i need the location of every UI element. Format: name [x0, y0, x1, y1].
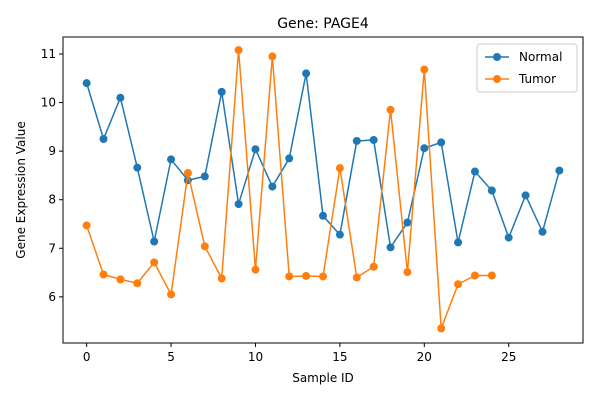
data-point-normal: [234, 200, 243, 209]
legend-marker-tumor: [493, 75, 501, 83]
data-point-tumor: [437, 324, 446, 333]
chart-title: Gene: PAGE4: [277, 16, 369, 32]
data-point-normal: [251, 145, 260, 154]
data-point-normal: [437, 138, 446, 147]
data-point-tumor: [319, 272, 327, 281]
data-point-tumor: [285, 272, 294, 281]
data-point-normal: [200, 172, 209, 181]
data-point-normal: [454, 238, 463, 247]
x-tick-label: 0: [83, 350, 91, 364]
data-point-normal: [487, 186, 496, 195]
data-point-normal: [403, 218, 412, 227]
data-point-normal: [352, 136, 361, 145]
data-point-tumor: [454, 280, 463, 289]
y-tick-label: 10: [41, 96, 56, 110]
data-point-normal: [133, 163, 142, 172]
data-point-tumor: [82, 221, 91, 230]
data-point-normal: [99, 135, 108, 143]
legend-item-tumor: Tumor: [485, 72, 556, 86]
data-point-normal: [420, 144, 429, 153]
data-point-normal: [167, 155, 176, 164]
data-point-normal: [116, 93, 125, 102]
x-tick-label: 20: [417, 350, 432, 364]
data-point-normal: [386, 243, 395, 252]
data-point-tumor: [369, 262, 378, 271]
data-point-tumor: [302, 271, 311, 280]
data-point-normal: [285, 154, 294, 163]
y-tick-label: 8: [48, 193, 56, 207]
data-point-normal: [555, 166, 564, 175]
data-point-tumor: [234, 46, 243, 55]
x-axis-label: Sample ID: [292, 371, 354, 385]
x-tick-label: 10: [248, 350, 263, 364]
data-point-tumor: [200, 242, 209, 251]
data-point-tumor: [217, 274, 226, 283]
data-point-tumor: [133, 279, 142, 288]
series-line-tumor: [85, 50, 492, 329]
data-point-tumor: [183, 169, 192, 177]
data-point-normal: [504, 233, 513, 242]
data-point-normal: [521, 191, 530, 200]
data-point-tumor: [335, 164, 344, 173]
data-point-normal: [369, 135, 378, 144]
data-point-normal: [217, 87, 226, 96]
series-tumor: [82, 46, 496, 333]
legend: Normal Tumor: [476, 43, 578, 93]
data-point-tumor: [251, 265, 260, 274]
data-point-normal: [319, 211, 327, 220]
data-point-tumor: [487, 271, 496, 280]
data-point-normal: [82, 79, 91, 88]
x-tick-label: 25: [501, 350, 516, 364]
data-point-normal: [335, 230, 344, 239]
data-point-normal: [538, 227, 547, 236]
y-tick-label: 6: [48, 290, 56, 304]
data-point-tumor: [403, 268, 412, 277]
y-axis-label: Gene Expression Value: [14, 121, 28, 258]
data-point-tumor: [150, 258, 159, 267]
y-tick-label: 9: [48, 144, 56, 158]
y-tick-label: 11: [41, 47, 56, 61]
y-tick-label: 7: [48, 241, 56, 255]
data-point-tumor: [470, 271, 479, 280]
series-normal: [82, 69, 564, 252]
legend-marker-normal: [493, 53, 501, 61]
data-point-tumor: [386, 105, 395, 114]
data-point-normal: [470, 167, 479, 176]
data-point-tumor: [352, 273, 361, 282]
x-tick-label: 15: [332, 350, 347, 364]
data-point-tumor: [420, 65, 429, 74]
data-point-normal: [150, 237, 159, 246]
data-point-normal: [268, 182, 277, 191]
plot-area: [62, 36, 584, 344]
x-tick-label: 5: [167, 350, 175, 364]
series-line-normal: [85, 73, 561, 250]
legend-label-normal: Normal: [519, 50, 562, 64]
data-point-normal: [302, 69, 311, 78]
legend-item-normal: Normal: [485, 50, 562, 64]
data-point-tumor: [116, 275, 125, 284]
data-point-tumor: [167, 290, 176, 299]
legend-label-tumor: Tumor: [518, 72, 556, 86]
data-point-tumor: [268, 52, 277, 61]
legend-box: [476, 43, 578, 93]
data-point-tumor: [99, 270, 108, 279]
